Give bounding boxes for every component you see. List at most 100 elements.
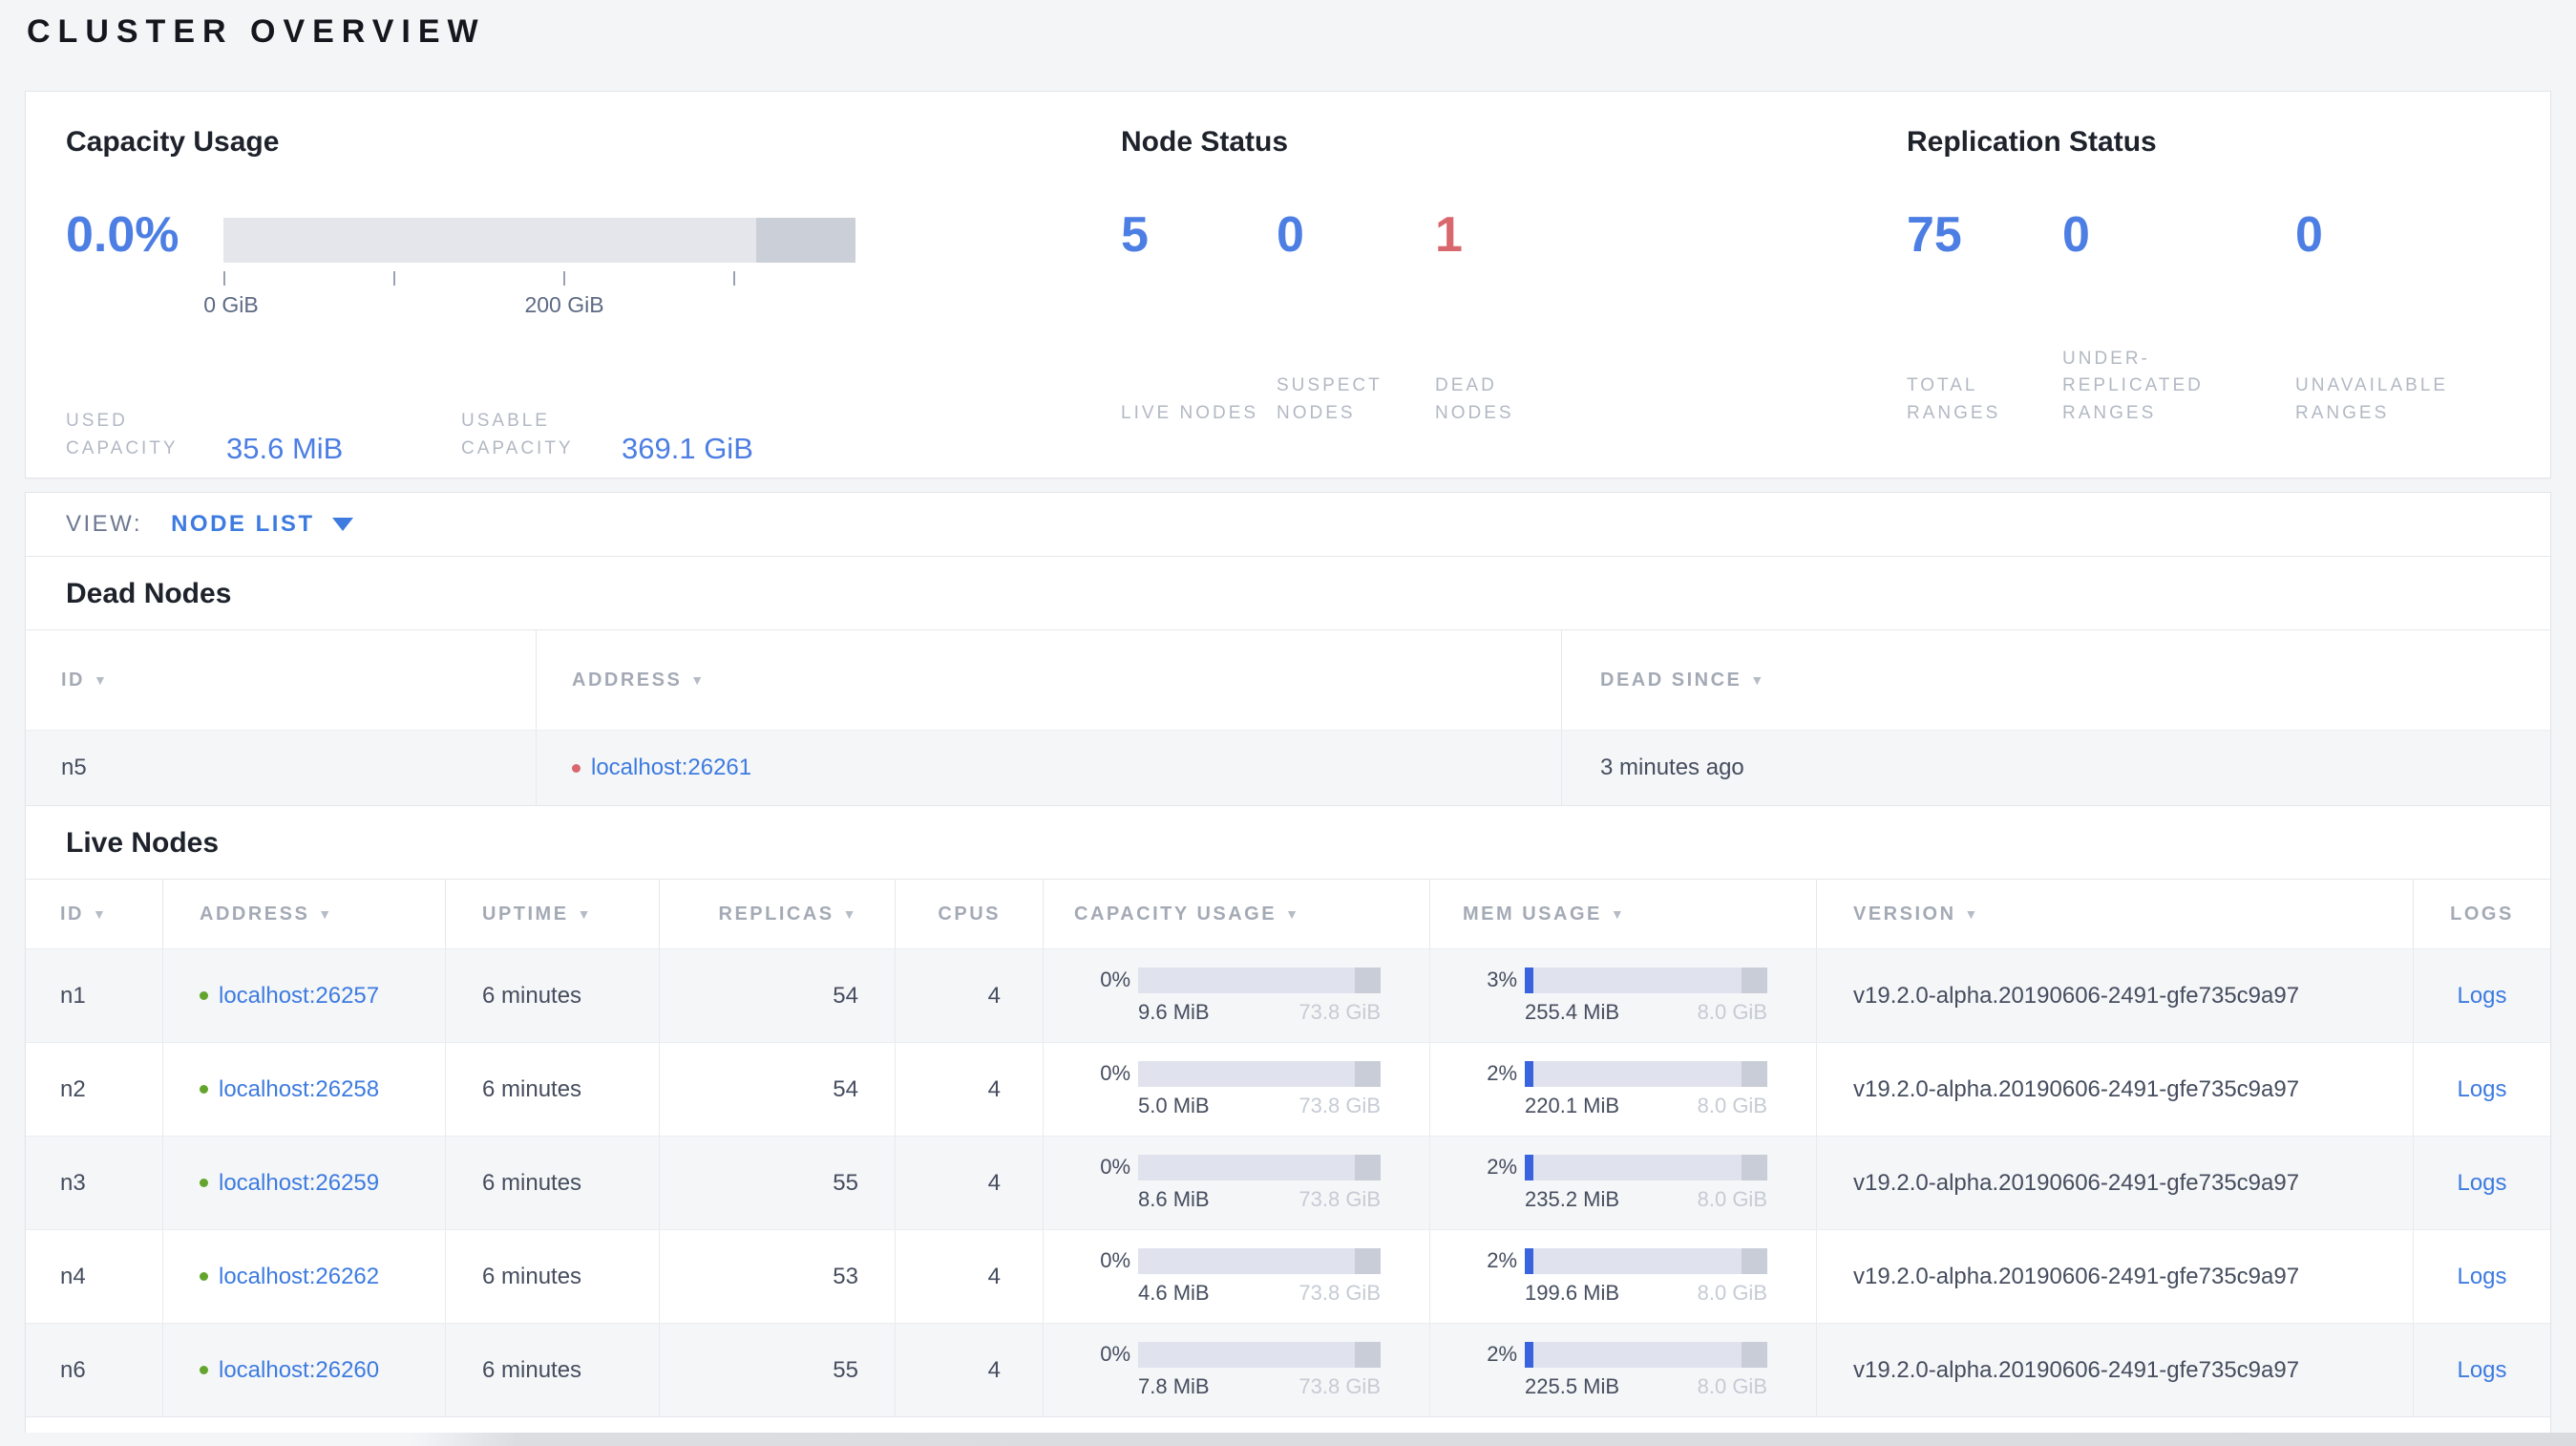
live-nodes-label: LIVE NODES — [1121, 402, 1259, 423]
capacity-usage-cell: 0% 7.8 MiB 73.8 GiB — [1044, 1324, 1430, 1416]
mem-usage-used-value: 235.2 MiB — [1525, 1186, 1620, 1211]
column-header-label: LOGS — [2450, 903, 2514, 925]
usable-capacity-value: 369.1 GiB — [622, 432, 753, 465]
node-status-title: Node Status — [1121, 126, 1289, 158]
capacity-usage-percent: 0% — [1100, 1248, 1130, 1272]
column-header-mem-usage[interactable]: MEM USAGE ▼ — [1430, 880, 1817, 948]
capacity-usage-total-value: 73.8 GiB — [1299, 1186, 1381, 1211]
logs-link[interactable]: Logs — [2457, 982, 2507, 1009]
version-cell: v19.2.0-alpha.20190606-2491-gfe735c9a97 — [1817, 1137, 2414, 1229]
live-nodes-count: 5 — [1121, 207, 1149, 263]
capacity-usage-bar-reserved — [1355, 967, 1381, 993]
capacity-percent: 0.0% — [66, 207, 179, 263]
mem-usage-total-value: 8.0 GiB — [1697, 1373, 1767, 1398]
table-row: n1 localhost:26257 6 minutes 54 4 0% 9.6 MiB 73… — [26, 948, 2550, 1042]
used-capacity-value: 35.6 MiB — [226, 432, 344, 465]
cpus-value: 4 — [987, 982, 1001, 1009]
capacity-usage-percent: 0% — [1100, 968, 1130, 991]
node-address-link[interactable]: localhost:26259 — [219, 1169, 380, 1196]
capacity-usage-percent: 0% — [1100, 1342, 1130, 1366]
column-header-replicas[interactable]: REPLICAS ▼ — [660, 880, 896, 948]
column-header-id[interactable]: ID ▼ — [26, 880, 163, 948]
uptime-value: 6 minutes — [482, 1356, 582, 1383]
live-nodes-table-body: n1 localhost:26257 6 minutes 54 4 0% 9.6 MiB 73… — [26, 948, 2550, 1417]
gauge-tick-label-200: 200 GiB — [524, 292, 604, 317]
mem-usage-bar-fill — [1525, 1060, 1533, 1087]
view-selected-value: NODE LIST — [171, 511, 315, 537]
node-address-link[interactable]: localhost:26261 — [591, 755, 752, 780]
capacity-usage-bar-reserved — [1355, 1341, 1381, 1368]
column-header-logs: LOGS — [2414, 880, 2550, 948]
logs-link[interactable]: Logs — [2457, 1356, 2507, 1383]
capacity-usage-used-value: 8.6 MiB — [1138, 1186, 1210, 1211]
column-header-id[interactable]: ID ▼ — [26, 630, 537, 730]
column-header-label: REPLICAS — [718, 903, 834, 925]
node-address-cell: localhost:26261 — [537, 731, 1562, 805]
sort-desc-icon: ▼ — [690, 672, 707, 688]
node-id-cell: n2 — [26, 1043, 163, 1136]
sort-desc-icon: ▼ — [1285, 906, 1301, 922]
column-header-dead-since[interactable]: DEAD SINCE ▼ — [1562, 630, 2550, 730]
cluster-summary-card: Capacity Usage 0.0% 0 GiB 200 GiB USED C… — [25, 91, 2551, 478]
sort-desc-icon: ▼ — [1610, 906, 1627, 922]
capacity-gauge-reserved-segment — [756, 218, 855, 263]
version-value: v19.2.0-alpha.20190606-2491-gfe735c9a97 — [1853, 982, 2300, 1009]
capacity-usage-bar-reserved — [1355, 1060, 1381, 1087]
mem-usage-bar-reserved — [1742, 1341, 1767, 1368]
column-header-version[interactable]: VERSION ▼ — [1817, 880, 2414, 948]
unavailable-ranges-label: UNAVAILABLE RANGES — [2295, 375, 2449, 423]
under-replicated-ranges-label: UNDER-REPLICATED RANGES — [2062, 348, 2204, 423]
capacity-usage-cell: 0% 4.6 MiB 73.8 GiB — [1044, 1230, 1430, 1323]
node-address-cell: localhost:26257 — [163, 949, 446, 1042]
column-header-capacity-usage[interactable]: CAPACITY USAGE ▼ — [1044, 880, 1430, 948]
node-address-link[interactable]: localhost:26260 — [219, 1356, 380, 1383]
capacity-usage-percent: 0% — [1100, 1061, 1130, 1085]
mem-usage-percent: 2% — [1487, 1061, 1517, 1085]
sort-desc-icon: ▼ — [577, 906, 593, 922]
node-id: n5 — [61, 755, 87, 780]
live-status-dot-icon — [200, 1366, 208, 1374]
gauge-tick — [563, 271, 565, 286]
sort-desc-icon: ▼ — [1750, 672, 1766, 688]
capacity-usage-total-value: 73.8 GiB — [1299, 999, 1381, 1024]
column-header-uptime[interactable]: UPTIME ▼ — [446, 880, 660, 948]
replicas-value: 53 — [833, 1263, 858, 1289]
node-id-cell: n1 — [26, 949, 163, 1042]
capacity-usage-cell: 0% 9.6 MiB 73.8 GiB — [1044, 949, 1430, 1042]
view-selector-dropdown[interactable]: NODE LIST — [171, 511, 353, 538]
dead-since-cell: 3 minutes ago — [1562, 731, 2550, 805]
logs-link[interactable]: Logs — [2457, 1263, 2507, 1289]
mem-usage-used-value: 225.5 MiB — [1525, 1373, 1620, 1398]
node-address-link[interactable]: localhost:26262 — [219, 1263, 380, 1289]
live-nodes-heading: Live Nodes — [66, 827, 220, 859]
node-address-link[interactable]: localhost:26258 — [219, 1075, 380, 1102]
logs-link[interactable]: Logs — [2457, 1169, 2507, 1196]
gauge-tick — [223, 271, 225, 286]
gauge-tick — [393, 271, 395, 286]
node-id-cell: n4 — [26, 1230, 163, 1323]
page-title: CLUSTER OVERVIEW — [27, 13, 486, 50]
uptime-cell: 6 minutes — [446, 1043, 660, 1136]
column-header-address[interactable]: ADDRESS ▼ — [163, 880, 446, 948]
cpus-cell: 4 — [896, 1230, 1044, 1323]
suspect-nodes-count: 0 — [1277, 207, 1304, 263]
mem-usage-percent: 2% — [1487, 1155, 1517, 1179]
gauge-tick — [733, 271, 735, 286]
live-status-dot-icon — [200, 1272, 208, 1281]
capacity-usage-bar — [1138, 1060, 1381, 1087]
cpus-value: 4 — [987, 1356, 1001, 1383]
node-address-link[interactable]: localhost:26257 — [219, 982, 380, 1009]
mem-usage-bar-reserved — [1742, 1154, 1767, 1180]
replicas-cell: 55 — [660, 1324, 896, 1416]
node-id-cell: n5 — [26, 731, 537, 805]
mem-usage-bar-fill — [1525, 1154, 1533, 1180]
node-id-cell: n6 — [26, 1324, 163, 1416]
column-header-address[interactable]: ADDRESS ▼ — [537, 630, 1562, 730]
capacity-usage-cell: 0% 5.0 MiB 73.8 GiB — [1044, 1043, 1430, 1136]
logs-link[interactable]: Logs — [2457, 1075, 2507, 1102]
node-list-card: VIEW: NODE LIST Dead Nodes ID ▼ ADDRESS ▼ DE… — [25, 492, 2551, 1435]
logs-cell: Logs — [2414, 1324, 2550, 1416]
capacity-usage-bar — [1138, 967, 1381, 993]
logs-cell: Logs — [2414, 1043, 2550, 1136]
table-row: n4 localhost:26262 6 minutes 53 4 0% 4.6 MiB 73… — [26, 1229, 2550, 1323]
